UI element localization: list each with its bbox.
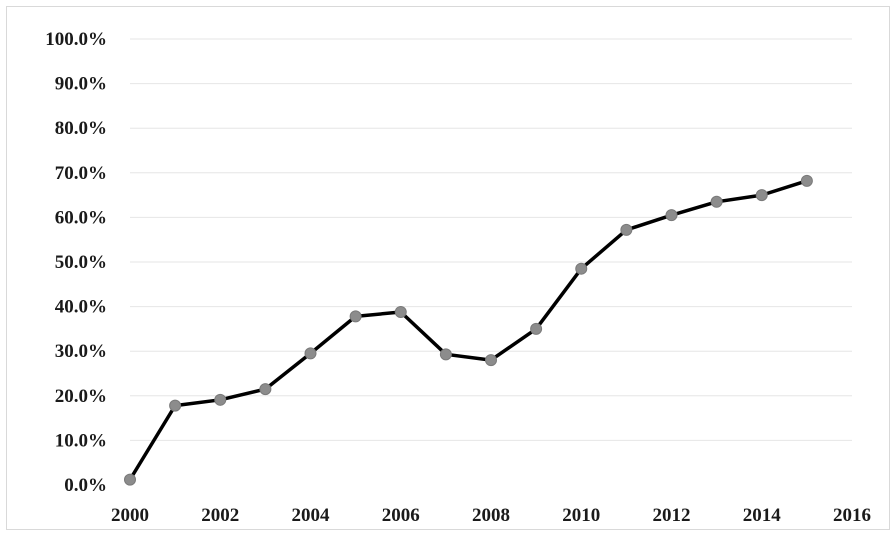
x-axis-tick-labels: 2000 2002 2004 2006 2008 2010 2012 2014 2016 <box>111 505 871 526</box>
x-tick-label: 2002 <box>201 505 239 526</box>
y-tick-label: 30.0% <box>55 341 107 362</box>
data-point <box>710 195 723 208</box>
x-tick-label: 2006 <box>382 505 420 526</box>
x-tick-label: 2016 <box>833 505 871 526</box>
data-point <box>485 354 497 367</box>
data-point <box>349 310 362 323</box>
data-point <box>124 473 136 486</box>
data-point <box>620 223 633 236</box>
y-tick-label: 90.0% <box>55 74 107 95</box>
series-group <box>124 174 813 486</box>
y-tick-label: 10.0% <box>55 430 107 451</box>
series-line <box>128 179 809 482</box>
x-tick-label: 2014 <box>743 505 782 526</box>
y-tick-label: 70.0% <box>55 163 107 184</box>
data-point <box>394 305 407 318</box>
y-tick-label: 40.0% <box>55 297 107 318</box>
data-point <box>800 174 813 187</box>
x-tick-label: 2010 <box>562 505 600 526</box>
y-tick-label: 20.0% <box>55 386 107 407</box>
data-point <box>304 347 317 360</box>
x-tick-label: 2008 <box>472 505 510 526</box>
data-point <box>755 189 768 202</box>
data-point <box>214 393 227 406</box>
y-tick-label: 50.0% <box>55 252 107 273</box>
x-tick-label: 2000 <box>111 505 149 526</box>
y-tick-label: 80.0% <box>55 118 107 139</box>
y-tick-label: 0.0% <box>64 475 107 496</box>
data-point <box>259 383 272 396</box>
data-point <box>530 322 543 335</box>
x-tick-label: 2012 <box>653 505 691 526</box>
gridlines <box>130 38 852 441</box>
data-point <box>439 348 452 361</box>
y-tick-label: 100.0% <box>45 29 107 50</box>
y-axis-tick-labels: 0.0% 10.0% 20.0% 30.0% 40.0% 50.0% 60.0% 70.0% 8… <box>45 29 107 496</box>
data-point <box>665 209 678 222</box>
data-point <box>575 262 588 275</box>
y-tick-label: 60.0% <box>55 207 107 228</box>
x-tick-label: 2004 <box>292 505 331 526</box>
data-point <box>169 399 182 412</box>
